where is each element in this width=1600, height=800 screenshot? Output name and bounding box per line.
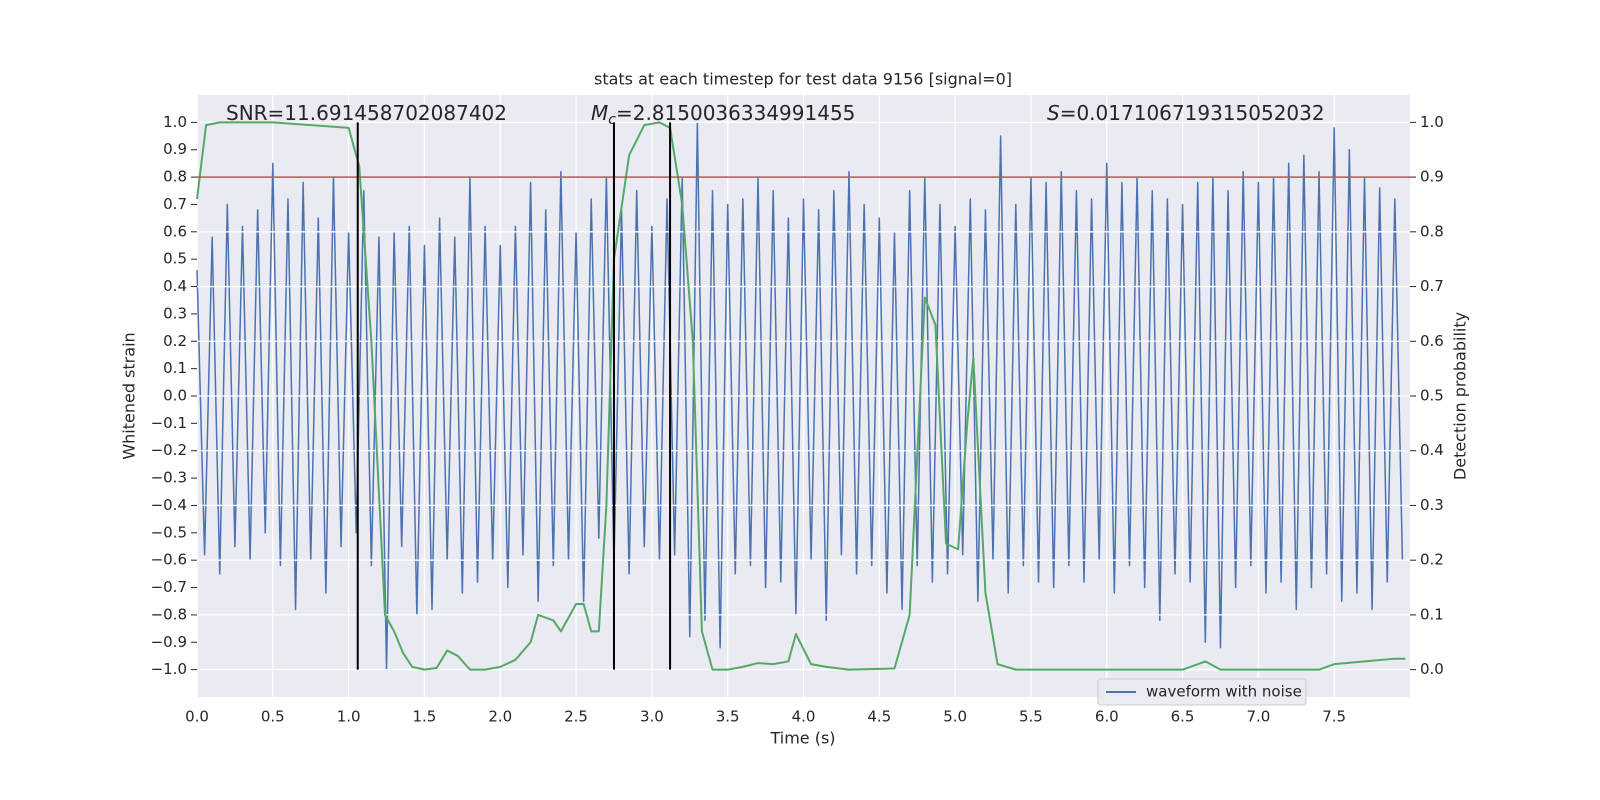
chart-title: stats at each timestep for test data 915… [594,70,1012,89]
y-tick-label: 0.1 [163,359,187,377]
y-tick-label: 0.2 [163,332,187,350]
y2-tick-label: 0.0 [1420,660,1444,678]
x-tick-label: 4.0 [792,708,816,726]
y-tick-label: 0.8 [163,168,187,186]
x-axis-label: Time (s) [769,729,835,748]
y-tick-label: 0.0 [163,387,187,405]
y2-tick-label: 1.0 [1420,113,1444,131]
annotation: Mc=2.8150036334991455 [591,101,855,129]
y2-tick-label: 0.9 [1420,168,1444,186]
y2-tick-label: 0.7 [1420,277,1444,295]
y-axis-label: Whitened strain [120,332,139,459]
annotation-subscript: c [608,112,616,128]
y-tick-label: −0.6 [151,551,187,569]
y-tick-label: 0.6 [163,222,187,240]
y-tick-label: −0.4 [151,496,187,514]
y2-tick-label: 0.5 [1420,387,1444,405]
x-tick-label: 4.5 [867,708,891,726]
legend-label: waveform with noise [1146,683,1302,701]
overlay: waveform with noise [196,121,1410,706]
y-tick-label: −0.5 [151,523,187,541]
x-tick-label: 1.0 [337,708,361,726]
x-tick-label: 3.0 [640,708,664,726]
x-tick-label: 7.0 [1246,708,1270,726]
annotation-symbol: M [591,101,608,125]
annotation-text: SNR=11.691458702087402 [226,101,507,125]
annotation-symbol: S [1047,101,1060,125]
x-tick-label: 5.5 [1019,708,1043,726]
y2-tick-label: 0.4 [1420,441,1444,459]
x-tick-label: 7.5 [1322,708,1346,726]
y-tick-label: 1.0 [163,113,187,131]
y-tick-label: −0.7 [151,578,187,596]
y-tick-label: −0.9 [151,633,187,651]
x-tick-label: 5.0 [943,708,967,726]
annotation: SNR=11.691458702087402 [226,101,507,125]
y-tick-label: −1.0 [151,660,187,678]
y2-tick-label: 0.1 [1420,605,1444,623]
series-line [196,121,1404,671]
annotation: S=0.017106719315052032 [1047,101,1325,125]
y2-tick-label: 0.3 [1420,496,1444,514]
annotation-text: =2.8150036334991455 [616,101,855,125]
y-tick-label: 0.3 [163,304,187,322]
annotation-text: =0.017106719315052032 [1060,101,1325,125]
y2-tick-label: 0.8 [1420,222,1444,240]
x-tick-label: 2.0 [488,708,512,726]
y2-tick-label: 0.6 [1420,332,1444,350]
y-tick-label: 0.7 [163,195,187,213]
y2-axis-label: Detection probability [1451,312,1470,480]
marks [196,121,1404,671]
y-tick-label: 0.9 [163,140,187,158]
x-tick-label: 0.5 [261,708,285,726]
x-tick-label: 2.5 [564,708,588,726]
x-tick-label: 1.5 [413,708,437,726]
y-tick-label: −0.8 [151,605,187,623]
x-tick-label: 6.0 [1095,708,1119,726]
y2-tick-label: 0.2 [1420,551,1444,569]
x-tick-label: 0.0 [185,708,209,726]
legend-box [1097,678,1307,706]
y-tick-label: 0.4 [163,277,187,295]
y-tick-label: −0.1 [151,414,187,432]
y-tick-label: −0.3 [151,469,187,487]
x-tick-label: 3.5 [716,708,740,726]
x-tick-label: 6.5 [1171,708,1195,726]
y-tick-label: −0.2 [151,441,187,459]
y-tick-label: 0.5 [163,250,187,268]
